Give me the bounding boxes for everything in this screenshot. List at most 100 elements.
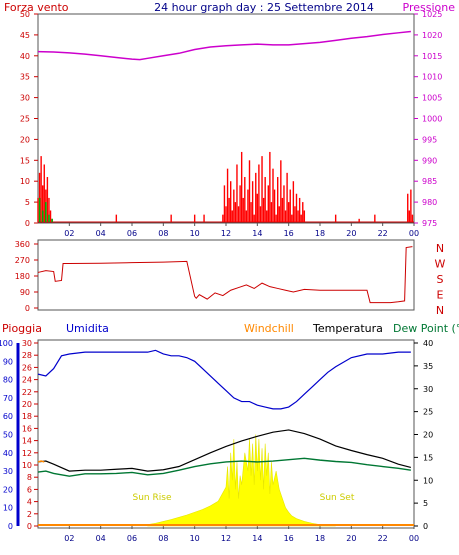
temperature-line [37, 429, 412, 472]
p1-right-tick-label: 1000 [422, 115, 442, 124]
p3-rain-tick-label: 0 [27, 522, 32, 531]
p3-x-tick-label: 10 [190, 534, 200, 543]
p3-temp-tick-label: 20 [423, 431, 433, 440]
p3-x-tick-label: 18 [315, 534, 325, 543]
panel2-frame [37, 239, 415, 311]
panel3-series [37, 349, 414, 527]
p1-right-tick-label: 980 [422, 198, 437, 207]
legend-temperature: Temperatura [312, 322, 383, 335]
panel1-series [37, 30, 414, 223]
p3-humidity-tick-label: 80 [3, 376, 13, 385]
p3-humidity-tick-label: 30 [3, 467, 13, 476]
p3-temp-tick-label: 40 [423, 339, 433, 348]
p1-x-tick-label: 10 [190, 229, 200, 238]
p3-humidity-tick-label: 70 [3, 394, 13, 403]
p1-left-tick-label: 5 [25, 198, 30, 207]
chart-title: 24 hour graph day : 25 Settembre 2014 [154, 1, 374, 14]
p2-left-tick-label: 90 [20, 288, 30, 297]
p3-rain-tick-label: 10 [22, 461, 32, 470]
p3-x-tick-label: 02 [64, 534, 74, 543]
p1-right-tick-label: 1010 [422, 73, 442, 82]
p3-rain-tick-label: 6 [27, 485, 32, 494]
p3-humidity-tick-label: 40 [3, 449, 13, 458]
p3-humidity-tick-label: 90 [3, 357, 13, 366]
p1-x-tick-label: 14 [252, 229, 262, 238]
p3-temp-tick-label: 25 [423, 408, 433, 417]
pressure-axis-label: Pressione [403, 1, 456, 14]
p1-left-tick-label: 0 [25, 219, 30, 228]
p2-compass-label: W [435, 258, 446, 271]
p1-left-tick-label: 25 [20, 115, 30, 124]
wind-axis-label: Forza vento [4, 1, 69, 14]
solar-area [147, 434, 336, 527]
p2-left-tick-label: 180 [15, 272, 30, 281]
p1-right-tick-label: 975 [422, 219, 437, 228]
p1-x-tick-label: 04 [96, 229, 106, 238]
p1-left-tick-label: 45 [20, 31, 30, 40]
p1-x-tick-label: 20 [346, 229, 356, 238]
p1-right-tick-label: 1025 [422, 10, 442, 19]
legend-windchill: Windchill [244, 322, 294, 335]
p2-left-tick-label: 360 [15, 240, 30, 249]
p1-x-tick-label: 00 [409, 229, 419, 238]
p3-x-tick-label: 00 [409, 534, 419, 543]
p2-compass-label: N [436, 242, 444, 255]
p3-temp-tick-label: 5 [423, 499, 428, 508]
p3-x-tick-label: 22 [378, 534, 388, 543]
dewpoint-line [37, 457, 411, 477]
p1-x-tick-label: 18 [315, 229, 325, 238]
p3-rain-tick-label: 30 [22, 339, 32, 348]
p1-left-tick-label: 30 [20, 94, 30, 103]
p1-right-tick-label: 1005 [422, 94, 442, 103]
p3-x-tick-label: 14 [252, 534, 262, 543]
p3-rain-tick-label: 28 [22, 351, 32, 360]
p2-compass-label: E [437, 289, 444, 302]
p3-x-tick-label: 16 [284, 534, 294, 543]
p3-temp-tick-label: 15 [423, 453, 433, 462]
p3-rain-tick-label: 16 [22, 424, 32, 433]
p2-left-tick-label: 0 [25, 304, 30, 313]
p3-rain-tick-label: 12 [22, 449, 32, 458]
p1-left-tick-label: 50 [20, 10, 30, 19]
p3-humidity-tick-label: 0 [8, 522, 13, 531]
p3-humidity-tick-label: 100 [0, 339, 13, 348]
pressure-line [37, 30, 411, 61]
p2-compass-label: N [436, 304, 444, 317]
p2-compass-label: S [437, 273, 444, 286]
p3-rain-tick-label: 4 [27, 498, 32, 507]
p3-humidity-tick-label: 10 [3, 504, 13, 513]
p1-left-tick-label: 35 [20, 73, 30, 82]
windchill-line [37, 460, 45, 463]
p1-right-tick-label: 1020 [422, 31, 442, 40]
legend-dewpoint: Dew Point (°C [393, 322, 459, 335]
p3-humidity-tick-label: 20 [3, 485, 13, 494]
p1-x-tick-label: 02 [64, 229, 74, 238]
p1-left-tick-label: 20 [20, 135, 30, 144]
p3-x-tick-label: 06 [127, 534, 137, 543]
axes-layer: 0510152025303540455097598098599099510001… [0, 10, 446, 543]
p3-temp-tick-label: 35 [423, 362, 433, 371]
p1-left-tick-label: 15 [20, 156, 30, 165]
legend-humidity: Umidita [66, 322, 109, 335]
p1-right-tick-label: 1015 [422, 52, 442, 61]
p1-right-tick-label: 990 [422, 156, 437, 165]
p3-rain-tick-label: 14 [22, 437, 32, 446]
p3-rain-tick-label: 18 [22, 412, 32, 421]
p3-rain-tick-label: 8 [27, 473, 32, 482]
p1-right-tick-label: 985 [422, 177, 437, 186]
p1-x-tick-label: 22 [378, 229, 388, 238]
p3-humidity-tick-label: 50 [3, 431, 13, 440]
sunset-label: Sun Set [320, 493, 355, 503]
p3-x-tick-label: 04 [96, 534, 106, 543]
p3-x-tick-label: 20 [346, 534, 356, 543]
p3-rain-tick-label: 22 [22, 388, 32, 397]
p3-humidity-tick-label: 60 [3, 412, 13, 421]
sunrise-label: Sun Rise [133, 493, 172, 503]
p1-left-tick-label: 40 [20, 52, 30, 61]
p3-rain-tick-label: 24 [22, 376, 32, 385]
panel1-frame [37, 13, 415, 224]
p3-rain-tick-label: 2 [27, 510, 32, 519]
legend-rain: Pioggia [2, 322, 42, 335]
